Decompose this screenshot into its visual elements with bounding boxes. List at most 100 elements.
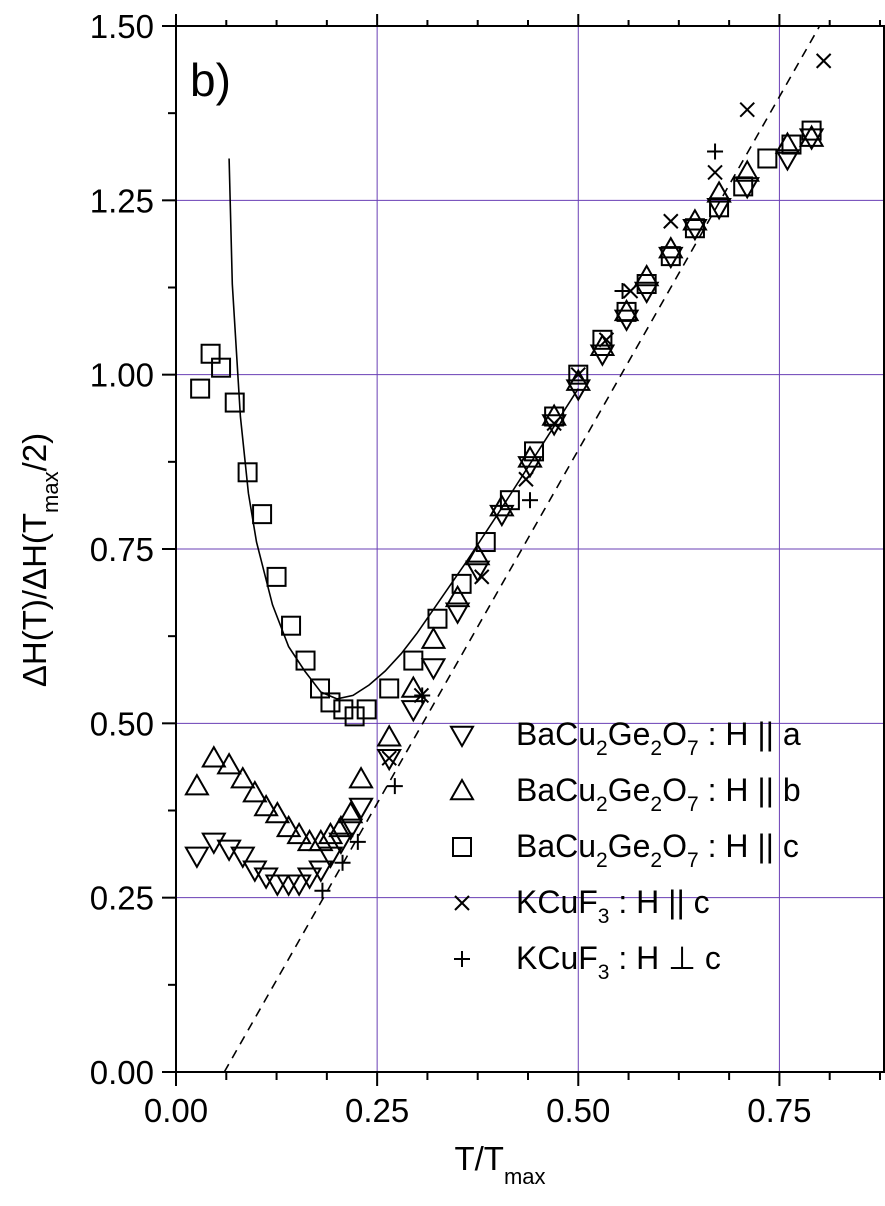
data-point-plus <box>522 492 538 509</box>
data-point-triangle-up <box>444 584 471 608</box>
legend-label: KCuF3 : H ⊥ c <box>516 940 721 984</box>
data-point-square <box>801 120 822 141</box>
data-point-plus <box>614 282 631 299</box>
data-point-triangle-down <box>296 867 323 890</box>
data-point-x <box>598 332 615 348</box>
y-tick-label: 0.25 <box>90 880 154 917</box>
data-point-x <box>707 164 723 181</box>
data-point-plus <box>334 854 351 871</box>
data-point-triangle-up <box>489 494 515 517</box>
data-point-square <box>781 134 802 155</box>
data-point-triangle-up <box>376 724 402 747</box>
data-point-triangle-down <box>774 149 801 172</box>
data-point-square <box>475 532 496 553</box>
data-point-triangle-up <box>400 675 427 698</box>
data-point-triangle-down <box>286 874 312 897</box>
grid <box>176 26 884 1072</box>
y-tick-label: 1.25 <box>90 182 154 219</box>
data-point-triangle-up <box>201 745 227 768</box>
data-point-square <box>403 650 424 671</box>
data-point-triangle-up <box>734 159 760 182</box>
data-point-square <box>636 274 657 295</box>
data-point-square <box>211 357 232 378</box>
data-point-square <box>709 197 730 218</box>
data-point-x <box>381 750 397 766</box>
data-point-triangle-up <box>589 333 616 357</box>
data-point-plus <box>386 778 403 795</box>
data-point-triangle-up <box>328 814 354 838</box>
data-point-square <box>616 301 637 322</box>
data-point-square <box>310 678 331 699</box>
data-point-triangle-down <box>230 846 256 869</box>
data-point-square <box>320 692 341 713</box>
data-point-triangle-up <box>308 828 334 852</box>
data-point-square <box>252 504 273 525</box>
data-point-triangle-up <box>286 821 312 845</box>
data-point-square <box>451 573 472 594</box>
data-point-triangle-down <box>308 860 334 883</box>
x-tick-label: 0.50 <box>546 1092 610 1129</box>
data-point-x <box>570 366 586 383</box>
y-axis-label: ΔH(T)/ΔH(Tmax/2) <box>16 433 63 687</box>
data-point-triangle-down <box>184 846 210 869</box>
x-tick-label: 0.25 <box>345 1092 409 1129</box>
data-points <box>184 53 832 899</box>
legend-marker-triangle-down <box>449 725 475 749</box>
data-point-square <box>356 699 377 720</box>
fit-curve <box>228 158 579 700</box>
data-point-square <box>524 441 545 462</box>
data-point-square <box>660 246 681 267</box>
data-point-square <box>333 699 354 720</box>
legend-marker-x <box>454 895 470 911</box>
data-point-triangle-up <box>706 180 732 203</box>
fit-curves <box>223 26 821 1072</box>
legend-label: BaCu2Ge2O7 : H || a <box>516 716 801 760</box>
x-axis-label: T/Tmax <box>454 1140 545 1189</box>
data-point-triangle-up <box>184 773 210 796</box>
y-tick-label: 0.50 <box>90 705 154 742</box>
data-point-triangle-down <box>464 560 491 583</box>
data-point-square <box>266 566 287 587</box>
data-point-plus <box>349 833 366 850</box>
data-point-square <box>499 490 520 511</box>
data-point-square <box>733 176 754 197</box>
data-point-square <box>684 218 705 239</box>
y-tick-label: 0.00 <box>90 1054 154 1091</box>
data-point-square <box>190 378 211 399</box>
data-point-square <box>224 392 245 413</box>
x-tick-label: 0.75 <box>747 1092 811 1129</box>
data-point-square <box>281 615 302 636</box>
legend-marker-triangle-up <box>449 777 475 801</box>
data-point-square <box>237 462 258 483</box>
data-point-triangle-up <box>317 821 344 845</box>
data-point-triangle-up <box>348 766 374 789</box>
data-point-triangle-down <box>420 658 447 681</box>
data-point-plus <box>314 882 331 899</box>
data-point-triangle-down <box>444 602 471 625</box>
data-point-square <box>200 343 221 364</box>
data-point-square <box>592 329 613 350</box>
data-point-triangle-down <box>348 797 374 821</box>
data-point-triangle-up <box>264 800 291 824</box>
tick-labels: 0.00 0.25 0.50 0.75 0.00 0.25 0.50 0.75 1.00 1.25… <box>90 8 812 1129</box>
data-point-triangle-up <box>275 814 302 838</box>
data-point-x <box>518 471 534 487</box>
data-point-triangle-up <box>253 793 279 817</box>
x-tick-label: 0.00 <box>144 1092 208 1129</box>
data-point-x <box>474 569 490 585</box>
data-point-triangle-up <box>798 124 825 147</box>
data-point-triangle-down <box>216 839 242 862</box>
data-point-square <box>568 364 589 385</box>
data-point-square <box>427 608 448 629</box>
data-point-triangle-up <box>242 780 268 803</box>
data-point-triangle-up <box>337 800 364 824</box>
data-point-triangle-up <box>216 752 242 775</box>
data-point-triangle-up <box>420 626 447 649</box>
data-point-x <box>739 101 755 118</box>
legend-label: BaCu2Ge2O7 : H || b <box>516 772 801 816</box>
data-point-triangle-down <box>242 860 268 883</box>
data-point-square <box>379 678 400 699</box>
legend-marker-plus <box>454 951 470 967</box>
legend-marker-square <box>452 837 472 857</box>
